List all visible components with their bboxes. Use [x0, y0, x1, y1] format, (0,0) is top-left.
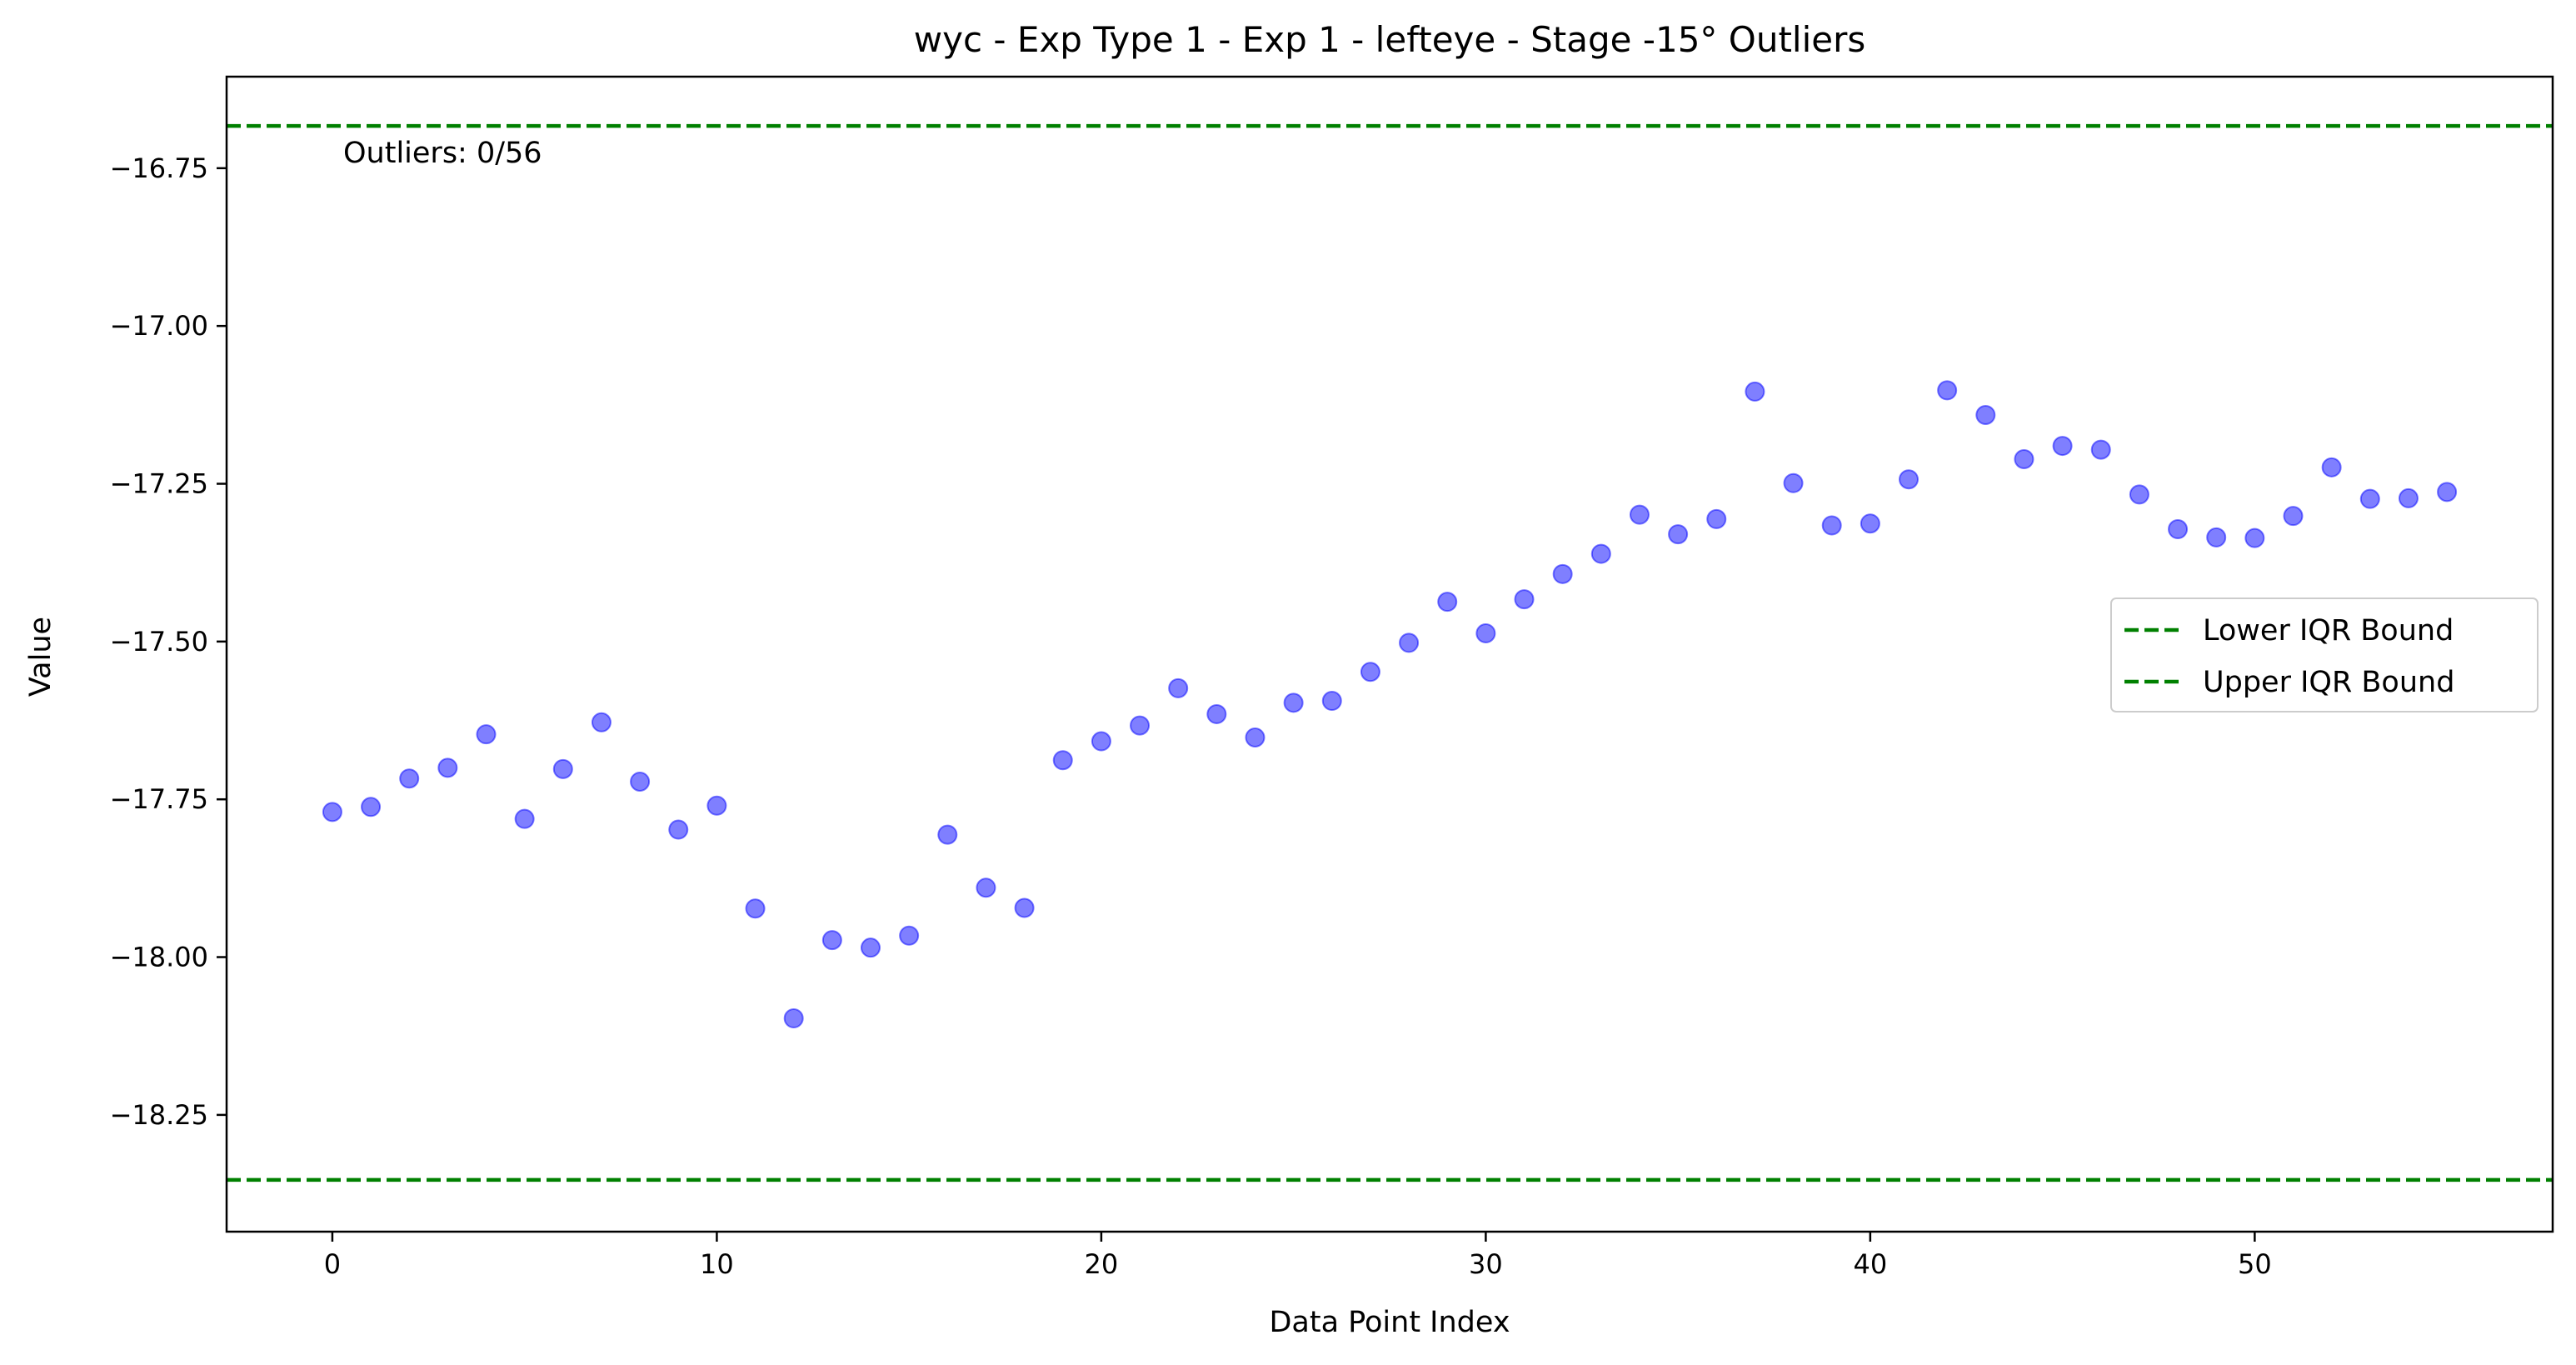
data-point — [591, 712, 612, 732]
data-point — [437, 758, 458, 778]
data-point — [2321, 457, 2342, 478]
chart-title: wyc - Exp Type 1 - Exp 1 - lefteye - Sta… — [914, 19, 1866, 60]
legend-box — [2110, 598, 2539, 712]
data-point — [937, 824, 958, 845]
data-point — [322, 802, 342, 822]
y-axis-label: Value — [24, 617, 57, 697]
data-point — [1399, 632, 1420, 653]
data-point — [1899, 469, 1920, 490]
x-tick-label: 0 — [324, 1248, 341, 1280]
data-point — [1475, 623, 1496, 644]
data-point — [2437, 482, 2458, 502]
legend-label: Lower IQR Bound — [2203, 614, 2454, 648]
data-point — [1552, 563, 1573, 584]
data-point — [1590, 543, 1611, 564]
data-point — [1783, 472, 1804, 493]
data-point — [476, 724, 497, 745]
data-point — [1091, 731, 1111, 752]
data-point — [399, 768, 420, 789]
y-tick-label: −18.25 — [110, 1099, 208, 1131]
data-point — [552, 758, 573, 779]
data-point — [2090, 439, 2111, 460]
data-point — [630, 771, 651, 792]
data-point — [668, 819, 689, 840]
data-point — [2398, 488, 2419, 508]
data-point — [1052, 750, 1073, 771]
data-point — [361, 797, 382, 818]
outlier-count-annotation: Outliers: 0/56 — [343, 137, 542, 170]
x-tick-label: 40 — [1854, 1248, 1888, 1280]
data-point — [1821, 515, 1842, 536]
data-point — [2244, 528, 2265, 548]
data-point — [1130, 715, 1151, 736]
data-point — [899, 925, 920, 946]
data-point — [1514, 589, 1535, 610]
data-point — [2283, 506, 2304, 527]
data-point — [2052, 436, 2073, 457]
data-point — [1745, 381, 1765, 402]
x-tick-label: 30 — [1469, 1248, 1503, 1280]
data-point — [1168, 678, 1189, 698]
y-tick-label: −17.50 — [110, 626, 208, 658]
data-point — [1283, 692, 1304, 713]
y-tick-label: −17.25 — [110, 468, 208, 500]
data-point — [1321, 691, 1342, 712]
x-tick-label: 50 — [2238, 1248, 2272, 1280]
axes-frame — [225, 75, 2554, 1233]
data-point — [1629, 504, 1650, 525]
x-tick-label: 20 — [1085, 1248, 1119, 1280]
data-point — [1245, 727, 1266, 748]
data-point — [1860, 513, 1880, 534]
data-point — [860, 938, 881, 958]
y-tick-label: −17.00 — [110, 310, 208, 342]
x-axis-label: Data Point Index — [1269, 1306, 1510, 1339]
data-point — [976, 878, 996, 898]
data-point — [1206, 703, 1227, 724]
data-point — [706, 795, 727, 816]
legend-label: Upper IQR Bound — [2203, 666, 2454, 699]
data-point — [745, 898, 766, 919]
data-point — [783, 1008, 804, 1029]
data-point — [1975, 404, 1996, 425]
data-point — [1437, 592, 1458, 612]
data-point — [1668, 524, 1689, 545]
axes: 0 10 20 30 40 50 −16.75 −17.00 −17.25 −17.50 −17.7… — [110, 75, 2554, 1280]
data-point — [2359, 488, 2380, 509]
y-tick-label: −17.75 — [110, 783, 208, 815]
data-point — [1360, 662, 1380, 682]
data-point — [1937, 380, 1958, 401]
data-point — [514, 808, 535, 829]
data-point — [2206, 527, 2227, 548]
y-tick-label: −18.00 — [110, 942, 208, 973]
y-tick-label: −16.75 — [110, 152, 208, 184]
data-point — [2168, 519, 2189, 540]
x-tick-label: 10 — [700, 1248, 734, 1280]
legend: Lower IQR Bound Upper IQR Bound — [2110, 598, 2539, 712]
plot-area — [227, 123, 2553, 1182]
data-point — [2014, 448, 2034, 469]
data-point — [821, 930, 842, 951]
data-point — [1014, 898, 1035, 918]
data-point — [1706, 508, 1727, 529]
data-point — [2129, 484, 2149, 505]
